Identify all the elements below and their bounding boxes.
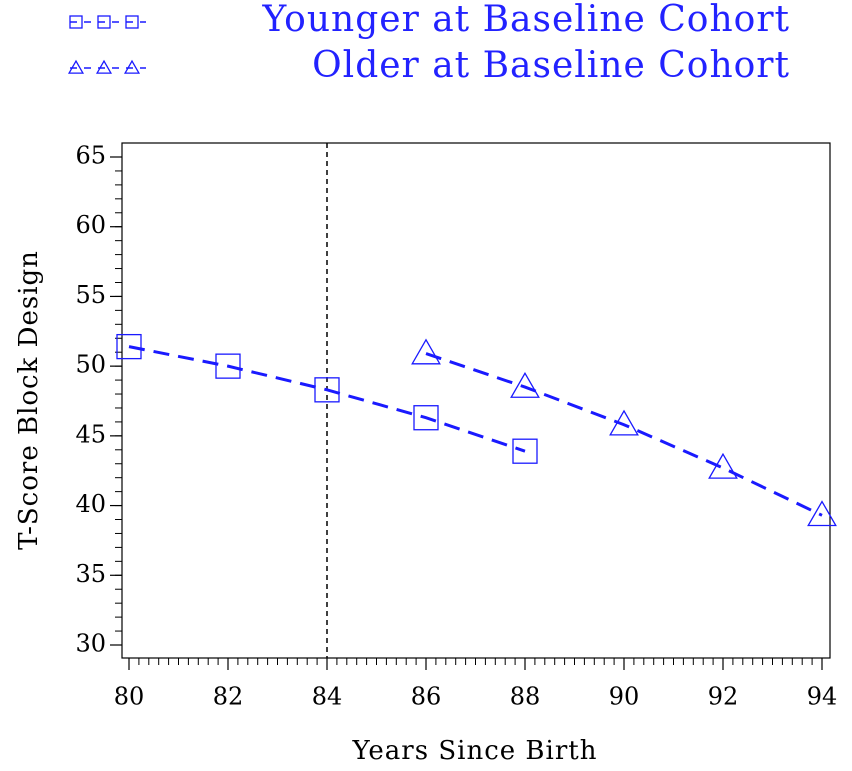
data-point [708,452,738,479]
y-tick-label: 65 [75,142,106,170]
y-tick-label: 50 [75,351,106,379]
x-tick-label: 92 [708,683,739,711]
legend-symbol [97,15,111,29]
y-axis-label: T-Score Block Design [14,250,44,550]
x-tick-label: 88 [510,683,541,711]
legend-symbol [95,59,113,74]
data-point [510,371,540,398]
x-tick-label: 90 [609,683,640,711]
data-point [314,377,340,403]
data-point [512,438,538,464]
data-point [116,333,142,360]
legend-text: Younger at Baseline Cohort [262,0,790,40]
data-point [609,409,639,436]
y-tick-label: 45 [75,420,106,448]
x-axis-label: Years Since Birth [352,736,598,766]
y-tick-label: 55 [75,281,106,309]
legend-symbol [69,15,83,29]
legend-symbol [67,59,85,74]
legend-symbol [125,15,139,29]
plot-frame [121,142,831,659]
y-tick-label: 60 [75,211,106,239]
legend-symbol [123,59,141,74]
x-tick-label: 84 [312,683,343,711]
y-tick-label: 40 [75,490,106,518]
data-point [215,353,241,379]
y-tick-label: 30 [75,630,106,658]
x-tick-label: 82 [213,683,244,711]
series-line [128,345,526,453]
data-point [411,338,441,365]
y-tick-label: 35 [75,560,106,588]
series-line [425,352,823,517]
legend-text: Older at Baseline Cohort [312,45,790,86]
data-point [413,405,439,431]
x-tick-label: 94 [807,683,838,711]
x-tick-label: 86 [411,683,442,711]
data-point [807,500,837,527]
x-tick-label: 80 [114,683,145,711]
